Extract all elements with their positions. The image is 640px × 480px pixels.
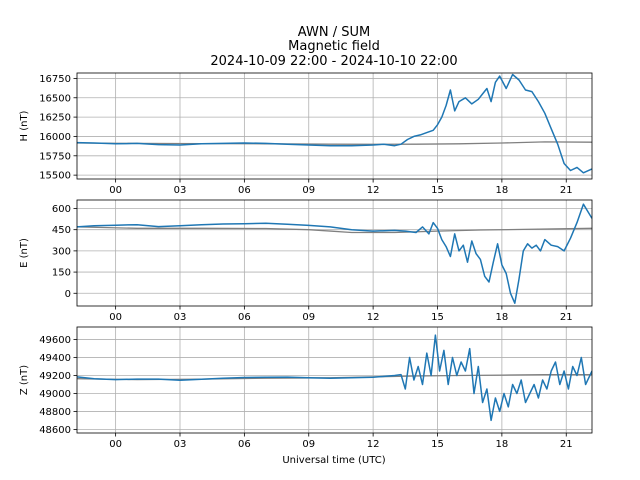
panel-e-x-tick-label: 00 — [109, 312, 122, 323]
panel-e-x-tick-label: 15 — [431, 312, 444, 323]
panel-h-y-tick-label: 16750 — [39, 74, 71, 85]
panel-z-y-tick-label: 48800 — [39, 407, 71, 418]
panel-h-x-tick-label: 06 — [238, 185, 251, 196]
panel-e-baseline-line — [77, 226, 592, 234]
panel-z: 00 03 06 09 12 15 18 21 48600 48800 49000 49200 4940… — [19, 326, 593, 450]
panel-z-y-tick-label: 49000 — [39, 389, 71, 400]
panel-z-x-tick-label: 06 — [238, 439, 251, 450]
panel-h-x-tick-label: 09 — [302, 185, 315, 196]
panel-h-x-tick-label: 00 — [109, 185, 122, 196]
panel-z-y-tick-label: 48600 — [39, 425, 71, 436]
panel-h-y-tick-label: 16500 — [39, 93, 71, 104]
panel-h-x-tick-label: 18 — [496, 185, 509, 196]
chart-title-line3: 2024-10-09 22:00 - 2024-10-10 22:00 — [210, 54, 457, 69]
panel-e-x-tick-label: 18 — [496, 312, 509, 323]
panels-layer: 00 03 06 09 12 15 18 21 15500 15750 16000 16250 1650… — [19, 72, 593, 450]
panel-e-x-tick-label: 03 — [174, 312, 187, 323]
panel-h-x-tick-label: 15 — [431, 185, 444, 196]
panel-z-x-tick-label: 18 — [496, 439, 509, 450]
panel-z-x-tick-label: 03 — [174, 439, 187, 450]
panel-z-y-tick-label: 49400 — [39, 353, 71, 364]
panel-h-y-tick-label: 16250 — [39, 113, 71, 124]
panel-h-measured-line — [77, 73, 592, 174]
panel-e-x-tick-label: 09 — [302, 312, 315, 323]
panel-z-x-tick-label: 12 — [367, 439, 380, 450]
panel-z-y-axis-label: Z (nT) — [19, 365, 30, 395]
panel-z-x-tick-label: 09 — [302, 439, 315, 450]
panel-e: 00 03 06 09 12 15 18 21 0 150 300 450 600 E (nT) — [19, 199, 593, 323]
panel-z-y-tick-label: 49600 — [39, 335, 71, 346]
panel-h-x-tick-label: 12 — [367, 185, 380, 196]
panel-h-x-tick-label: 21 — [560, 185, 573, 196]
panel-h: 00 03 06 09 12 15 18 21 15500 15750 16000 16250 1650… — [19, 72, 593, 196]
panel-z-y-tick-label: 49200 — [39, 371, 71, 382]
panel-h-y-tick-label: 16000 — [39, 132, 71, 143]
panel-e-y-tick-label: 150 — [52, 268, 71, 279]
panel-h-x-tick-label: 03 — [174, 185, 187, 196]
panel-h-y-axis-label: H (nT) — [19, 110, 30, 141]
panel-e-frame — [76, 199, 593, 307]
panel-e-y-tick-label: 300 — [52, 246, 71, 257]
chart-title-line2: Magnetic field — [288, 39, 380, 54]
panel-e-x-tick-label: 06 — [238, 312, 251, 323]
panel-h-y-tick-label: 15750 — [39, 151, 71, 162]
panel-z-x-tick-label: 00 — [109, 439, 122, 450]
panel-z-x-tick-label: 21 — [560, 439, 573, 450]
panel-z-x-tick-label: 15 — [431, 439, 444, 450]
chart-title-line1: AWN / SUM — [298, 25, 370, 40]
panel-e-measured-line — [77, 203, 592, 304]
panel-e-x-tick-label: 12 — [367, 312, 380, 323]
panel-z-measured-line — [77, 334, 592, 422]
panel-e-x-tick-label: 21 — [560, 312, 573, 323]
panel-e-y-tick-label: 0 — [65, 289, 71, 300]
panel-e-y-tick-label: 600 — [52, 204, 71, 215]
panel-e-y-axis-label: E (nT) — [19, 238, 30, 268]
panel-h-y-tick-label: 15500 — [39, 171, 71, 182]
panel-e-y-tick-label: 450 — [52, 225, 71, 236]
x-axis-label: Universal time (UTC) — [282, 455, 385, 466]
panel-z-frame — [76, 326, 593, 434]
panel-h-frame — [76, 72, 593, 180]
